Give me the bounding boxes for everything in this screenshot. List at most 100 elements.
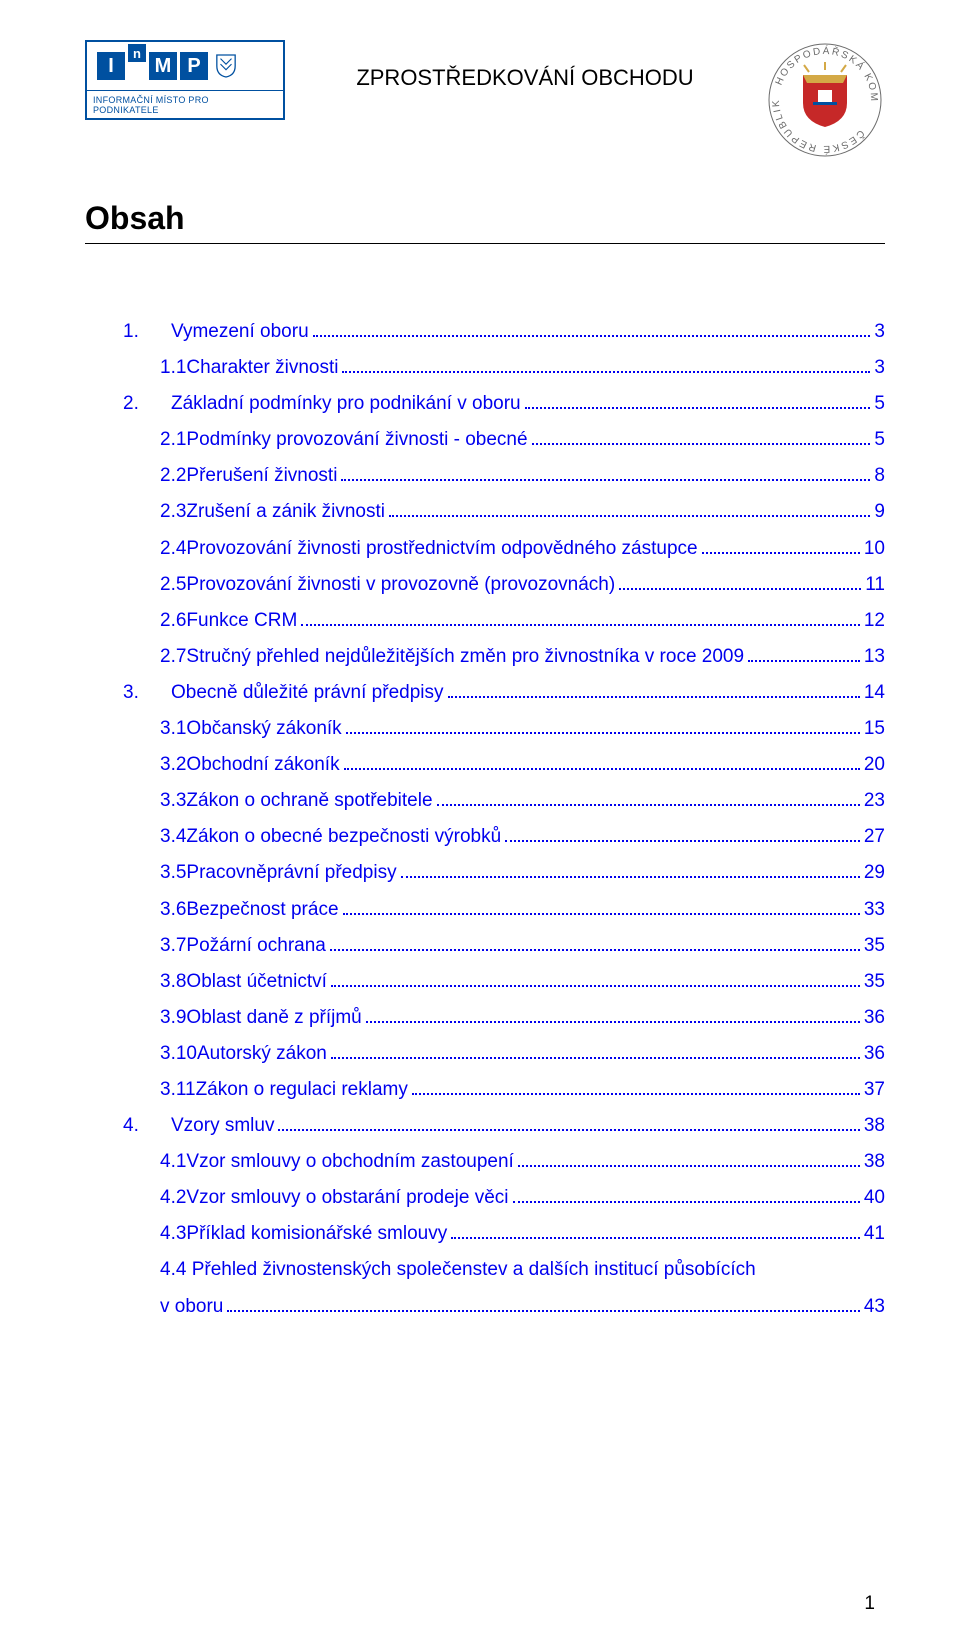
toc-entry[interactable]: 3.5 Pracovněprávní předpisy29 [85, 855, 885, 891]
toc-label: Obecně důležité právní předpisy [171, 675, 444, 711]
toc-number: 3.6 [160, 892, 186, 928]
toc-number: 1.1 [160, 350, 186, 386]
toc-page: 12 [864, 603, 885, 639]
toc-label: Vzor smlouvy o obstarání prodeje věci [186, 1180, 508, 1216]
toc-label: Obchodní zákoník [186, 747, 339, 783]
toc-leader-dots [513, 1188, 860, 1203]
toc-entry[interactable]: 1. Vymezení oboru 3 [85, 314, 885, 350]
toc-leader-dots [532, 430, 871, 445]
toc-entry[interactable]: 3.1 Občanský zákoník15 [85, 711, 885, 747]
toc-entry[interactable]: 2.7 Stručný přehled nejdůležitějších změ… [85, 639, 885, 675]
toc-number: 3.10 [160, 1036, 197, 1072]
toc-label: Zákon o regulaci reklamy [196, 1072, 408, 1108]
toc-label: Základní podmínky pro podnikání v oboru [171, 386, 521, 422]
toc-leader-dots [342, 358, 870, 373]
toc-entry[interactable]: 3.6 Bezpečnost práce33 [85, 892, 885, 928]
toc-page: 29 [864, 855, 885, 891]
toc-leader-dots [389, 502, 870, 517]
toc-entry[interactable]: 4.4 Přehled živnostenských společenstev … [85, 1252, 885, 1324]
toc-label: Podmínky provozování živnosti - obecné [186, 422, 527, 458]
toc-entry[interactable]: 2.4 Provozování živnosti prostřednictvím… [85, 531, 885, 567]
toc-entry[interactable]: 2.2 Přerušení živnosti 8 [85, 458, 885, 494]
document-title: ZPROSTŘEDKOVÁNÍ OBCHODU [285, 65, 765, 91]
toc-number: 2.5 [160, 567, 186, 603]
toc-number: 3.7 [160, 928, 186, 964]
toc-entry[interactable]: 4.1 Vzor smlouvy o obchodním zastoupení 3… [85, 1144, 885, 1180]
toc-entry[interactable]: 3.2 Obchodní zákoník20 [85, 747, 885, 783]
toc-entry[interactable]: 3.9 Oblast daně z příjmů36 [85, 1000, 885, 1036]
toc-label: v oboru [160, 1289, 223, 1325]
toc-page: 38 [864, 1108, 885, 1144]
toc-entry[interactable]: 2.3 Zrušení a zánik živnosti9 [85, 494, 885, 530]
toc-entry[interactable]: 4.2 Vzor smlouvy o obstarání prodeje věc… [85, 1180, 885, 1216]
toc-entry[interactable]: 3.4 Zákon o obecné bezpečnosti výrobků27 [85, 819, 885, 855]
toc-leader-dots [331, 1044, 860, 1059]
toc-number: 1. [123, 314, 171, 350]
toc-page: 3 [874, 314, 885, 350]
toc-page: 8 [874, 458, 885, 494]
toc-number: 2.6 [160, 603, 186, 639]
toc-entry[interactable]: 3. Obecně důležité právní předpisy14 [85, 675, 885, 711]
toc-leader-dots [525, 394, 871, 409]
toc-leader-dots [331, 972, 860, 987]
toc-entry[interactable]: 3.11 Zákon o regulaci reklamy37 [85, 1072, 885, 1108]
logo-left-tagline: INFORMAČNÍ MÍSTO PRO PODNIKATELE [87, 90, 283, 119]
page-number: 1 [864, 1593, 875, 1615]
toc-leader-dots [301, 611, 860, 626]
toc-leader-dots [619, 574, 861, 589]
toc-leader-dots [412, 1080, 860, 1095]
toc-label: Vymezení oboru [171, 314, 309, 350]
toc-page: 23 [864, 783, 885, 819]
toc-entry[interactable]: 2.5 Provozování živnosti v provozovně (p… [85, 567, 885, 603]
toc-leader-dots [227, 1296, 859, 1311]
toc-leader-dots [451, 1224, 860, 1239]
toc-label: Funkce CRM [186, 603, 297, 639]
toc-page: 11 [865, 567, 885, 603]
toc-number: 4.3 [160, 1216, 186, 1252]
toc-entry[interactable]: 1.1 Charakter živnosti3 [85, 350, 885, 386]
toc-leader-dots [702, 538, 860, 553]
toc-entry[interactable]: 3.10 Autorský zákon36 [85, 1036, 885, 1072]
toc-entry[interactable]: 4.3 Příklad komisionářské smlouvy41 [85, 1216, 885, 1252]
toc-entry[interactable]: 3.7 Požární ochrana35 [85, 928, 885, 964]
toc-number: 2.2 [160, 458, 186, 494]
toc-label: Charakter živnosti [186, 350, 338, 386]
toc-number: 3.8 [160, 964, 186, 1000]
toc-page: 41 [864, 1216, 885, 1252]
toc-page: 14 [864, 675, 885, 711]
toc-number: 3.1 [160, 711, 186, 747]
toc-entry[interactable]: 3.8 Oblast účetnictví35 [85, 964, 885, 1000]
toc-label: Přerušení živnosti [186, 458, 337, 494]
toc-entry[interactable]: 4. Vzory smluv38 [85, 1108, 885, 1144]
toc-leader-dots [505, 827, 860, 842]
toc-page: 27 [864, 819, 885, 855]
logo-letter-p: P [180, 52, 208, 80]
toc-page: 38 [864, 1144, 885, 1180]
toc-label: Požární ochrana [186, 928, 325, 964]
seal-icon: HOSPODÁŘSKÁ KOMORA ČESKÉ REPUBLIKY [765, 40, 885, 160]
toc-page: 9 [874, 494, 885, 530]
toc-entry[interactable]: 2.6 Funkce CRM 12 [85, 603, 885, 639]
toc-label: Bezpečnost práce [186, 892, 338, 928]
toc-number: 3.3 [160, 783, 186, 819]
logo-letter-m: M [149, 52, 177, 80]
toc-leader-dots [278, 1116, 859, 1131]
heading-rule [85, 243, 885, 244]
logo-left-letters: I n M P [87, 42, 283, 90]
toc-number: 3.2 [160, 747, 186, 783]
toc-number: 4.2 [160, 1180, 186, 1216]
toc-leader-dots [366, 1008, 860, 1023]
logo-letter-i: I [97, 52, 125, 80]
toc-number: 4.1 [160, 1144, 186, 1180]
toc-label: Stručný přehled nejdůležitějších změn pr… [186, 639, 744, 675]
toc-label: Zrušení a zánik živnosti [186, 494, 385, 530]
toc-page: 5 [874, 386, 885, 422]
toc-entry[interactable]: 3.3 Zákon o ochraně spotřebitele23 [85, 783, 885, 819]
toc-page: 36 [864, 1036, 885, 1072]
toc-leader-dots [448, 683, 860, 698]
toc-entry[interactable]: 2.1 Podmínky provozování živnosti - obec… [85, 422, 885, 458]
toc-label: Vzor smlouvy o obchodním zastoupení [186, 1144, 513, 1180]
toc-entry[interactable]: 2. Základní podmínky pro podnikání v obo… [85, 386, 885, 422]
toc-number: 3.5 [160, 855, 186, 891]
toc-page: 40 [864, 1180, 885, 1216]
